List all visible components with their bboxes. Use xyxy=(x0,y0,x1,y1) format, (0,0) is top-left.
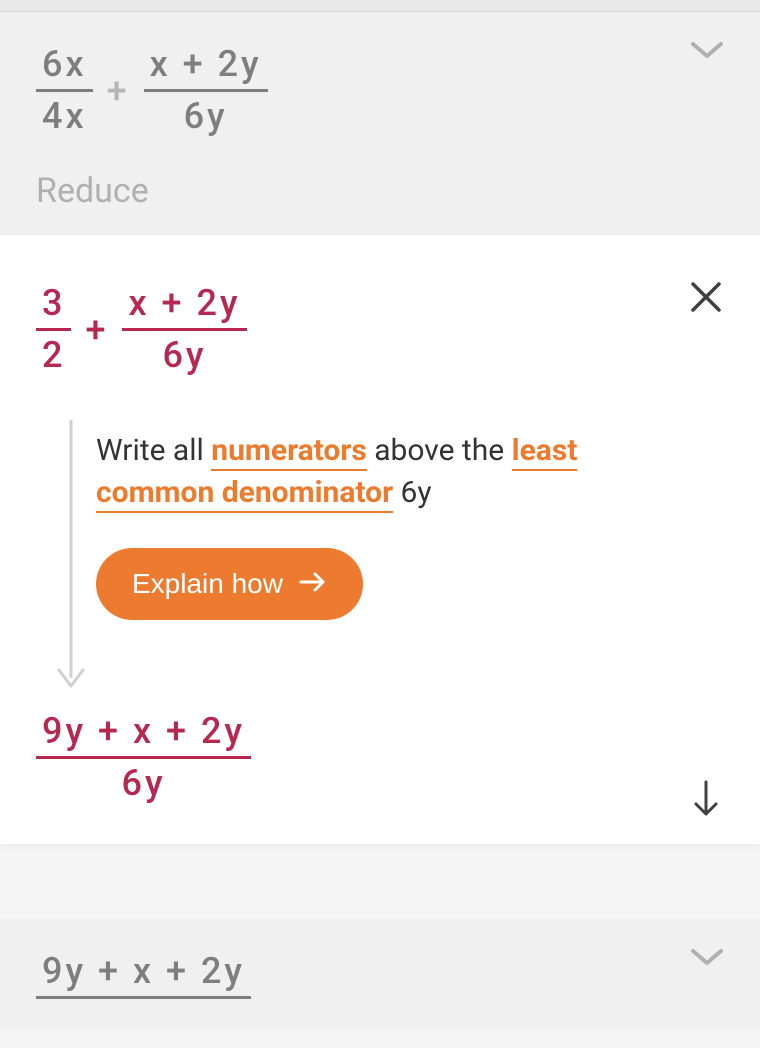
step-label: Reduce xyxy=(36,171,724,211)
expression-next: 9y + x + 2y 6 xyxy=(36,947,724,1048)
instruction-post: 6y xyxy=(393,475,432,510)
denominator: 6y xyxy=(156,331,212,380)
chevron-down-icon[interactable] xyxy=(690,947,724,973)
instruction-pre: Write all xyxy=(96,433,211,468)
denominator: 4x xyxy=(36,92,93,141)
fraction-2: x + 2y 6y xyxy=(144,40,268,141)
instruction-text: Write all numerators above the least com… xyxy=(96,430,616,514)
step-panel-next[interactable]: 9y + x + 2y 6 xyxy=(0,919,760,1029)
numerator: 3 xyxy=(36,279,71,328)
step-panel-active: 3 2 + x + 2y 6y Write all numerators abo… xyxy=(0,235,760,844)
chevron-down-icon[interactable] xyxy=(690,40,724,66)
step-panel-reduce[interactable]: 6x 4x + x + 2y 6y Reduce xyxy=(0,12,760,235)
fraction-1: 6x 4x xyxy=(36,40,93,141)
numerator: 9y + x + 2y xyxy=(36,707,251,756)
top-bar xyxy=(0,0,760,12)
flow-arrow-down xyxy=(56,420,96,695)
plus-operator: + xyxy=(85,309,108,351)
fraction-2: x + 2y 6y xyxy=(122,279,246,380)
instruction-mid: above the xyxy=(367,433,512,468)
arrow-right-icon xyxy=(299,568,327,600)
step-content: Write all numerators above the least com… xyxy=(96,420,616,620)
numerator: x + 2y xyxy=(122,279,246,328)
fraction-1: 3 2 xyxy=(36,279,71,380)
button-label: Explain how xyxy=(132,568,283,600)
plus-operator: + xyxy=(107,70,130,112)
close-icon[interactable] xyxy=(688,279,724,319)
denominator: 6y xyxy=(178,92,234,141)
numerator: 9y + x + 2y xyxy=(36,947,251,996)
numerator: 6x xyxy=(36,40,93,89)
expression-result: 9y + x + 2y 6y xyxy=(36,707,724,808)
denominator: 6y xyxy=(115,759,171,808)
step-body: Write all numerators above the least com… xyxy=(56,420,724,695)
fraction-result: 9y + x + 2y 6y xyxy=(36,707,251,808)
expression-original: 6x 4x + x + 2y 6y xyxy=(36,40,724,141)
fraction-next: 9y + x + 2y 6 xyxy=(36,947,251,1048)
fraction-bar xyxy=(36,996,251,999)
expression-start: 3 2 + x + 2y 6y xyxy=(36,279,724,380)
numerator: x + 2y xyxy=(144,40,268,89)
arrow-down-icon[interactable] xyxy=(690,780,722,824)
explain-how-button[interactable]: Explain how xyxy=(96,548,363,620)
highlight-numerators[interactable]: numerators xyxy=(211,433,366,471)
denominator: 2 xyxy=(36,331,71,380)
